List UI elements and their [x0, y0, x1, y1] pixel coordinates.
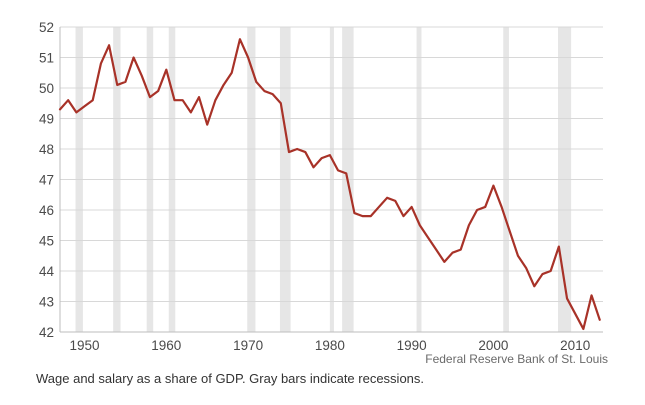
y-tick-label-51: 51	[39, 51, 54, 66]
y-tick-label-42: 42	[39, 325, 54, 340]
y-tick-label-43: 43	[39, 295, 54, 310]
x-tick-label-1950: 1950	[70, 338, 100, 353]
gridlines	[59, 26, 603, 333]
y-tick-labels: 42 43 44 45 46 47 48 49 50 51 52	[39, 20, 55, 340]
x-tick-label-1960: 1960	[151, 338, 181, 353]
y-tick-label-46: 46	[39, 203, 54, 218]
x-tick-label-2010: 2010	[560, 338, 590, 353]
series-line-0	[58, 38, 601, 331]
y-tick-label-47: 47	[39, 173, 54, 188]
y-tick-label-50: 50	[39, 81, 54, 96]
y-tick-label-49: 49	[39, 112, 54, 127]
x-tick-label-1980: 1980	[315, 338, 345, 353]
y-tick-label-52: 52	[39, 20, 54, 35]
y-tick-label-44: 44	[39, 264, 55, 279]
x-tick-label-1990: 1990	[397, 338, 427, 353]
source-label: Federal Reserve Bank of St. Louis	[425, 352, 608, 366]
x-tick-labels: 1950 1960 1970 1980 1990 2000 2010	[70, 338, 591, 353]
y-tick-label-48: 48	[39, 142, 54, 157]
x-tick-label-1970: 1970	[233, 338, 263, 353]
series-lines	[58, 38, 601, 331]
chart-caption: Wage and salary as a share of GDP. Gray …	[36, 371, 425, 386]
y-tick-label-45: 45	[39, 234, 54, 249]
x-tick-label-2000: 2000	[478, 338, 508, 353]
